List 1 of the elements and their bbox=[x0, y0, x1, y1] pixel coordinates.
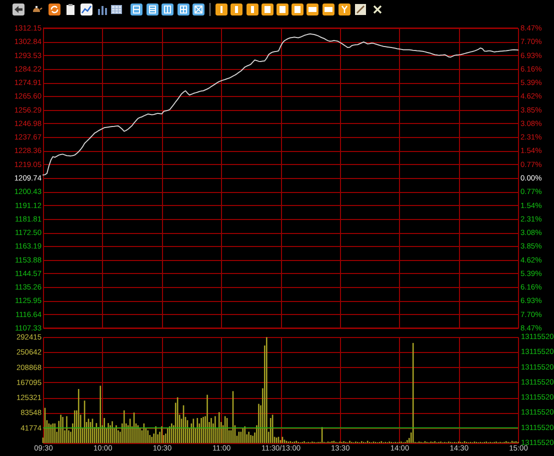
line-series bbox=[42, 33, 518, 176]
